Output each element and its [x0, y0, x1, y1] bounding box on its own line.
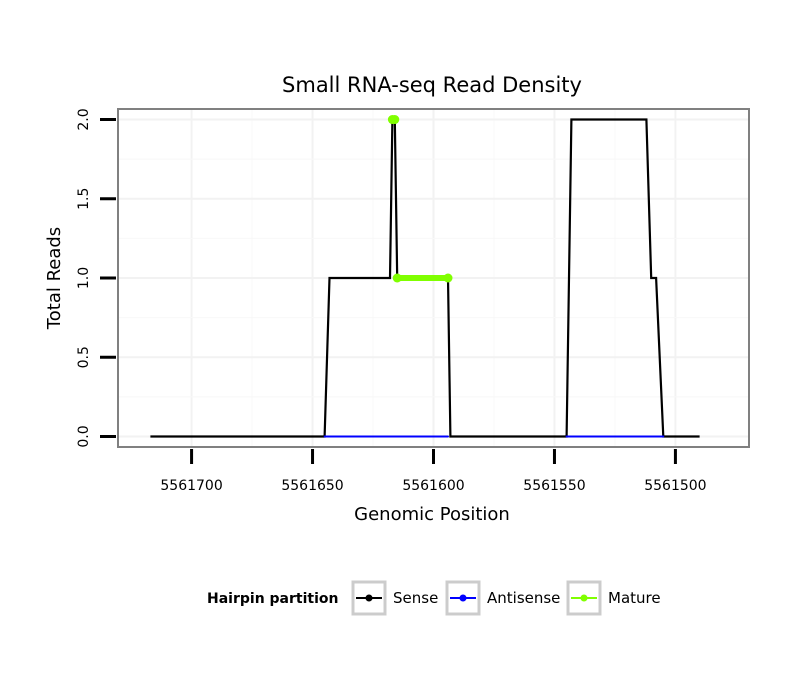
legend-swatch-point-antisense	[459, 594, 467, 602]
data-layer	[150, 115, 700, 438]
series-line-sense	[150, 118, 700, 438]
y-tick-label: 0.0	[76, 425, 92, 447]
y-axis-label: Total Reads	[44, 227, 65, 330]
legend-title: Hairpin partition	[207, 591, 338, 607]
legend-label-antisense: Antisense	[487, 589, 560, 607]
axis-layer: 5561700 5561650 5561600 5561550 5561500 0.0 0.…	[76, 108, 707, 494]
x-axis-label: Genomic Position	[354, 504, 510, 525]
x-tick-label: 5561700	[160, 478, 222, 494]
x-tick-label: 5561600	[402, 478, 464, 494]
series-point-mature	[443, 273, 453, 283]
legend: Hairpin partition Sense Antisense Mature	[207, 580, 661, 616]
legend-label-sense: Sense	[393, 589, 438, 607]
x-tick-label: 5561650	[281, 478, 343, 494]
y-tick-label: 2.0	[76, 108, 92, 130]
plot-panel-border	[117, 108, 750, 448]
legend-swatch-point-sense	[365, 594, 373, 602]
series-point-mature	[392, 273, 402, 283]
y-tick-label: 1.0	[76, 267, 92, 289]
x-tick-label: 5561550	[523, 478, 585, 494]
legend-label-mature: Mature	[608, 589, 661, 607]
chart-title: Small RNA-seq Read Density	[282, 73, 582, 97]
y-tick-label: 1.5	[76, 188, 92, 210]
x-tick-label: 5561500	[644, 478, 706, 494]
y-tick-label: 0.5	[76, 346, 92, 368]
series-point-mature	[390, 115, 400, 125]
legend-swatch-point-mature	[580, 594, 588, 602]
